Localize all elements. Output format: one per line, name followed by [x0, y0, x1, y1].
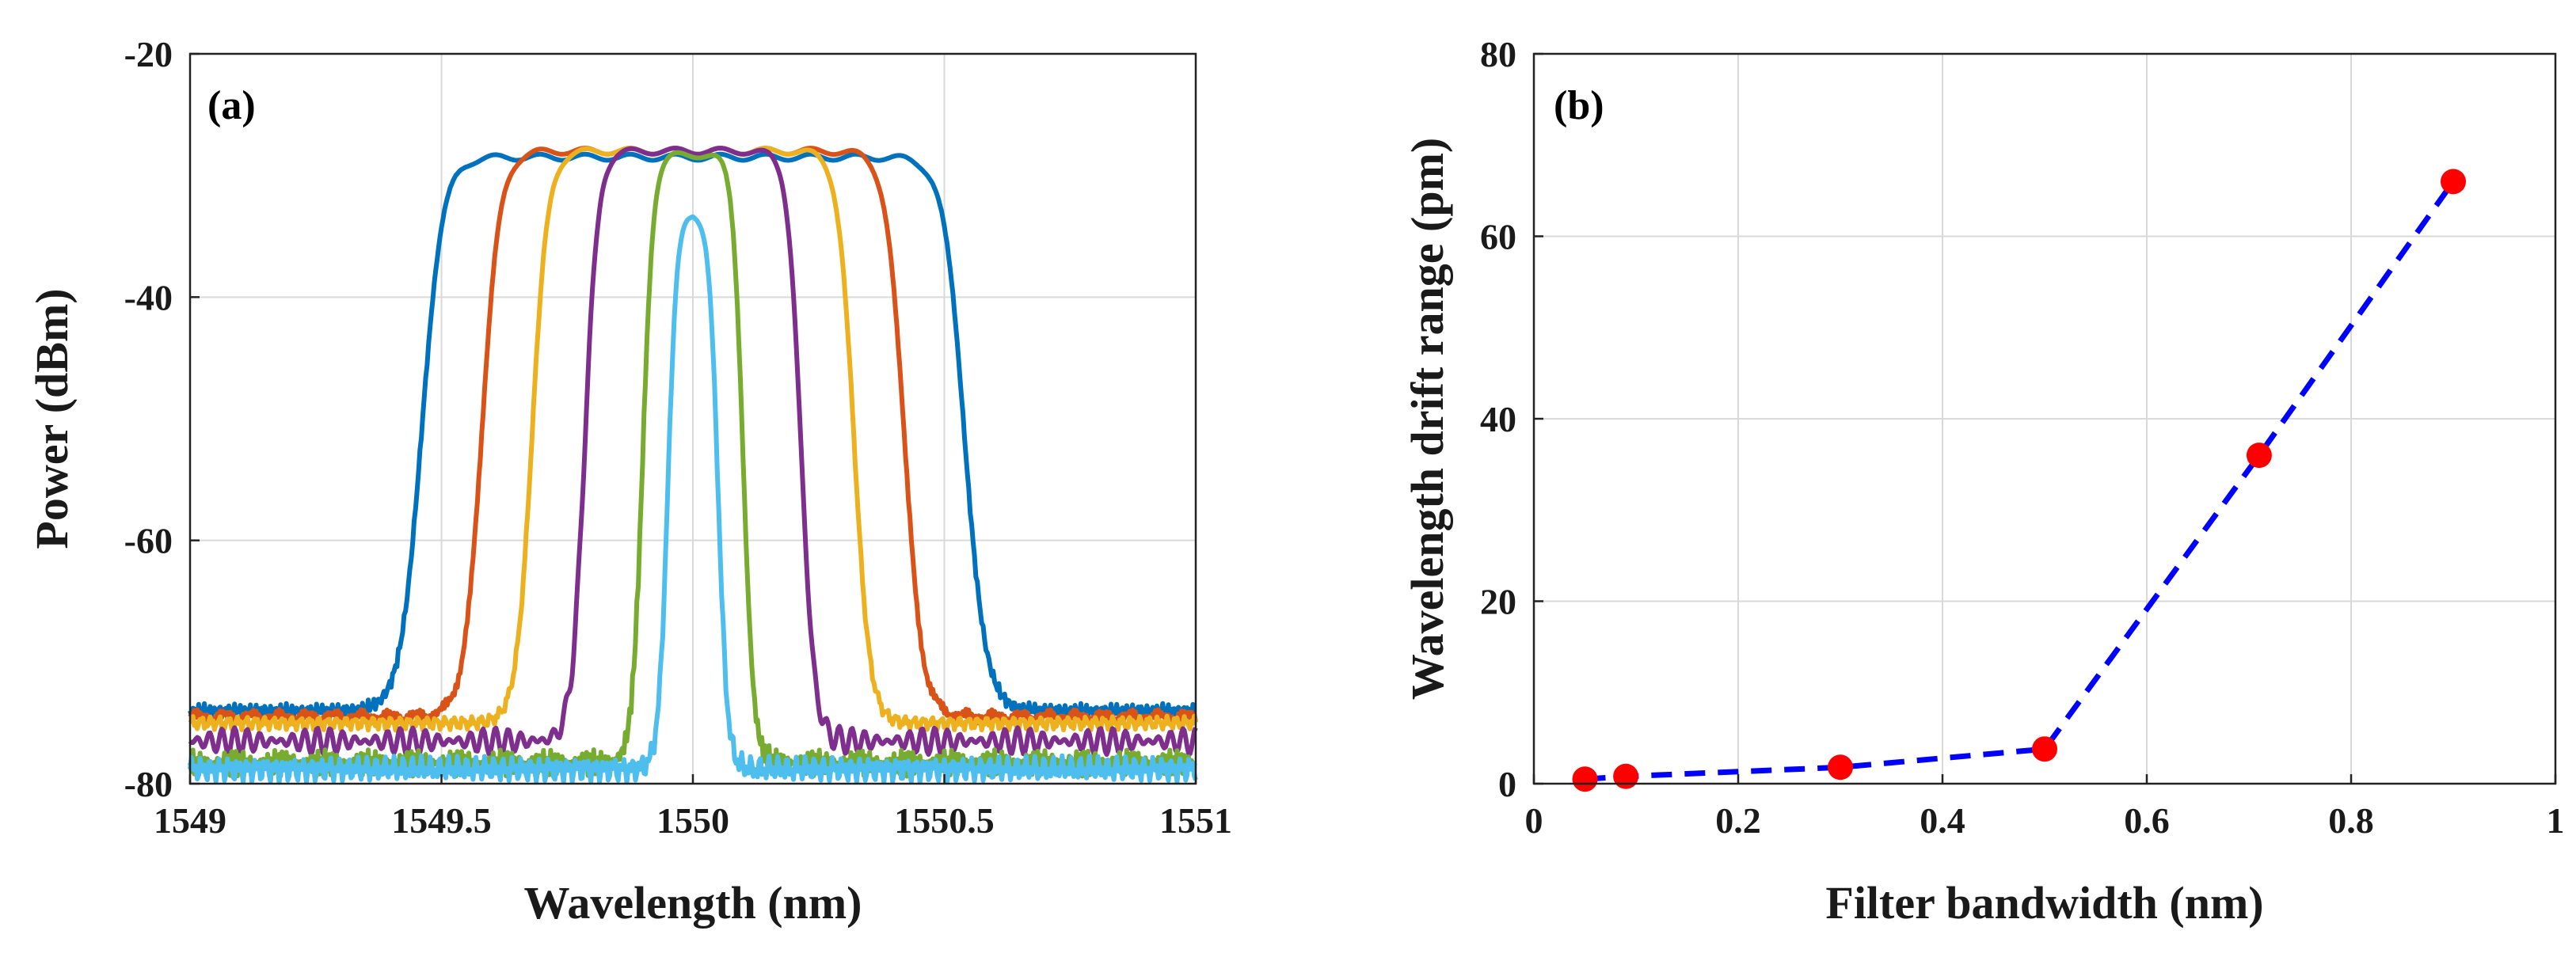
data-point	[2032, 736, 2057, 762]
data-point	[1613, 763, 1639, 789]
y-tick-label: 40	[1480, 399, 1516, 439]
panel-b-xlabel: Filter bandwidth (nm)	[1825, 877, 2263, 929]
panel-b-label: (b)	[1554, 83, 1604, 128]
data-point	[1828, 754, 1853, 781]
y-tick-label: 80	[1480, 34, 1516, 74]
panel-b-grid	[1534, 54, 2555, 784]
y-tick-label: -80	[124, 764, 173, 804]
x-tick-label: 0.4	[1920, 800, 1965, 841]
y-tick-label: 0	[1498, 764, 1516, 804]
x-tick-label: 0	[1525, 800, 1543, 841]
y-tick-label: -60	[124, 521, 173, 561]
spectrum-line	[188, 146, 1198, 758]
x-tick-label: 0.6	[2124, 800, 2170, 841]
trend-line	[1585, 180, 2456, 782]
panel-b-ylabel: Wavelength drift range (pm)	[1402, 138, 1453, 700]
panel-a-spectra	[188, 146, 1198, 785]
data-point	[2246, 443, 2272, 469]
panel-b-chart: 0 0.2 0.4 0.6 0.8 1 0 20 40 60 80 (b) Filter bandw…	[1402, 34, 2565, 929]
x-tick-label: 1550	[656, 800, 729, 841]
panel-a-grid	[190, 54, 1196, 784]
x-tick-label: 1549	[154, 800, 226, 841]
y-tick-label: 60	[1480, 217, 1516, 257]
data-point	[2441, 169, 2466, 195]
x-tick-label: 1551	[1159, 800, 1232, 841]
panel-b-ticks: 0 0.2 0.4 0.6 0.8 1 0 20 40 60 80	[1480, 34, 2565, 841]
panel-a-label: (a)	[207, 83, 256, 128]
y-tick-label: -20	[124, 34, 173, 74]
y-tick-label: 20	[1480, 582, 1516, 622]
y-tick-label: -40	[124, 277, 173, 317]
panel-a-ticks: 1549 1549.5 1550 1550.5 1551 -80 -60 -40 -20	[124, 34, 1232, 841]
panel-b-data	[1572, 169, 2466, 792]
x-tick-label: 0.2	[1715, 800, 1761, 841]
x-tick-label: 0.8	[2328, 800, 2374, 841]
data-point	[1572, 766, 1598, 792]
spectrum-line	[188, 214, 1198, 785]
x-tick-label: 1	[2547, 800, 2565, 841]
x-tick-label: 1550.5	[894, 800, 995, 841]
panel-a-ylabel: Power (dBm)	[26, 288, 78, 549]
x-tick-label: 1549.5	[391, 800, 492, 841]
panel-a-chart: 1549 1549.5 1550 1550.5 1551 -80 -60 -40 -20 (a)…	[26, 34, 1232, 929]
panel-a-xlabel: Wavelength (nm)	[524, 877, 862, 929]
